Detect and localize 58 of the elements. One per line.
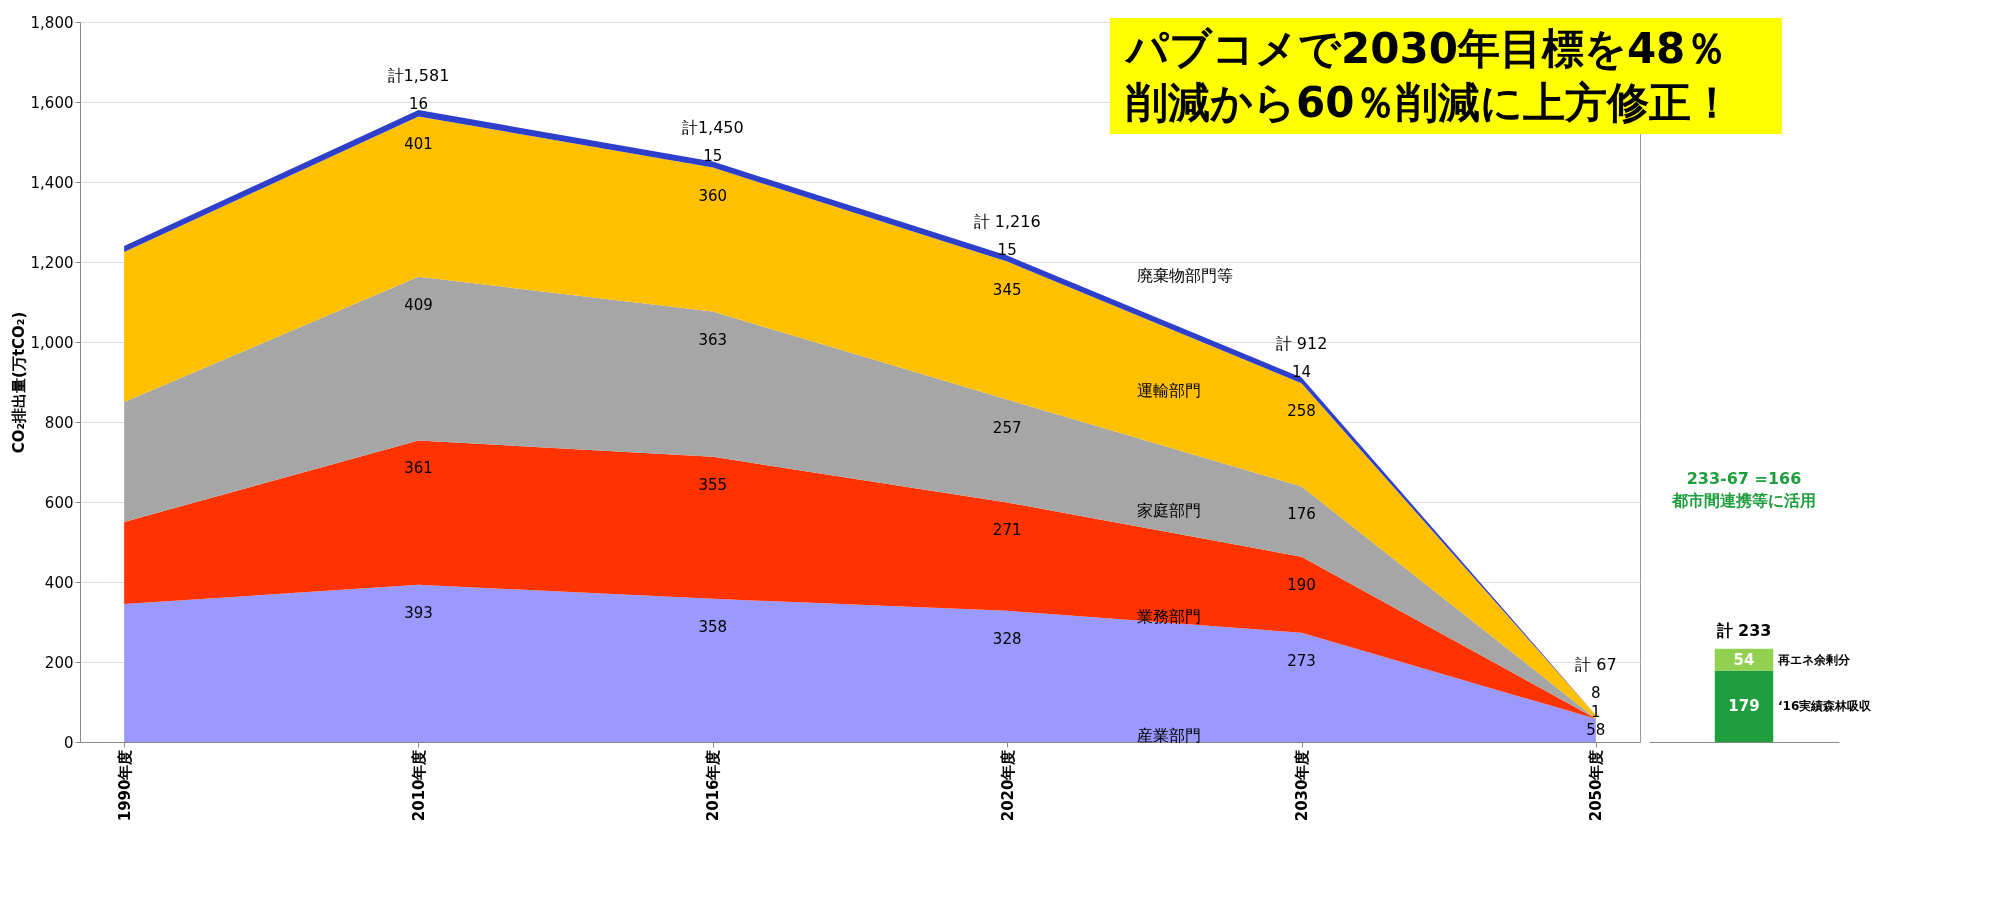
annotation: 233-67 =166 xyxy=(1686,468,1802,488)
data-label: 258 xyxy=(1287,402,1316,421)
data-label: 401 xyxy=(404,135,433,154)
data-label: 273 xyxy=(1287,651,1316,670)
series-label: 業務部門 xyxy=(1137,606,1202,626)
total-label: 計 67 xyxy=(1575,655,1617,675)
annotation: 都市間連携等に活用 xyxy=(1671,490,1816,510)
data-label: 271 xyxy=(992,521,1022,540)
y-tick-label: 1,600 xyxy=(30,93,74,112)
series-label: 産業部門 xyxy=(1137,726,1202,746)
y-tick-label: 1,400 xyxy=(30,173,74,192)
data-label: 363 xyxy=(698,330,728,349)
total-label: 計 233 xyxy=(1715,620,1772,640)
x-tick-label: 2050年度 xyxy=(1587,749,1606,822)
series-label: 家庭部門 xyxy=(1137,501,1202,520)
data-label: 1 xyxy=(1591,703,1601,722)
y-tick-label: 200 xyxy=(44,653,74,672)
data-label: 14 xyxy=(1291,362,1312,381)
x-tick-label: 2010年度 xyxy=(409,749,428,822)
y-tick-label: 1,000 xyxy=(30,333,74,352)
data-label: 355 xyxy=(698,475,728,494)
data-label: 190 xyxy=(1287,575,1316,594)
total-label: 計 1,216 xyxy=(973,211,1041,231)
y-tick-label: 1,800 xyxy=(30,13,74,32)
data-label: 16 xyxy=(408,95,429,113)
series-label: ‘16実績森林吸収 xyxy=(1778,699,1873,714)
y-tick-label: 0 xyxy=(63,733,74,752)
data-label: 328 xyxy=(992,629,1022,648)
data-label: 15 xyxy=(997,240,1017,259)
series-label: 廃棄物部門等 xyxy=(1137,265,1234,285)
x-tick-label: 2016年度 xyxy=(704,749,723,822)
data-label: 409 xyxy=(404,295,433,314)
data-label: 257 xyxy=(992,418,1022,437)
data-label: 361 xyxy=(404,459,433,478)
total-label: 計1,450 xyxy=(681,117,744,137)
data-label: 15 xyxy=(703,146,723,165)
data-label: 54 xyxy=(1733,650,1755,669)
data-label: 360 xyxy=(698,186,728,205)
y-tick-label: 800 xyxy=(44,413,74,432)
x-tick-label: 2020年度 xyxy=(998,749,1017,822)
series-label: 再エネ余剰分 xyxy=(1777,652,1851,667)
annotation: パブコメで2030年目標を48％削減から60％削減に上方修正！ xyxy=(1110,18,1782,134)
data-label: 8 xyxy=(1591,684,1601,703)
data-label: 345 xyxy=(992,280,1022,299)
y-tick-label: 600 xyxy=(44,493,74,512)
x-tick-label: 1990年度 xyxy=(115,749,134,822)
data-label: 179 xyxy=(1728,697,1760,716)
total-label: 計 912 xyxy=(1275,333,1328,353)
data-label: 58 xyxy=(1586,721,1606,740)
total-label: 計1,581 xyxy=(387,66,450,85)
data-label: 176 xyxy=(1287,505,1316,524)
y-axis-title: CO₂排出量(万tCO₂) xyxy=(9,311,28,454)
series-label: 運輸部門 xyxy=(1137,380,1202,400)
y-tick-label: 400 xyxy=(44,573,74,592)
data-label: 393 xyxy=(404,603,433,622)
data-label: 358 xyxy=(698,617,728,636)
x-tick-label: 2030年度 xyxy=(1293,749,1312,822)
y-tick-label: 1,200 xyxy=(30,253,74,272)
